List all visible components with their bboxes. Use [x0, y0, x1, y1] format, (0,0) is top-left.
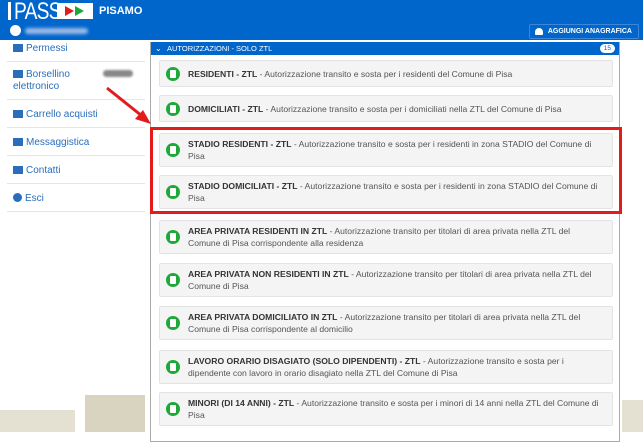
sidebar-item-borsellino[interactable]: Borsellino elettronico: [7, 62, 145, 100]
document-icon: [166, 185, 180, 199]
panel-title: AUTORIZZAZIONI - SOLO ZTL: [167, 44, 273, 53]
sidebar-item-label: Borsellino elettronico: [13, 69, 70, 92]
sidebar-item-messaggistica[interactable]: Messaggistica: [7, 128, 145, 156]
authorization-item[interactable]: STADIO RESIDENTI - ZTL - Autorizzazione …: [159, 133, 613, 167]
document-icon: [166, 402, 180, 416]
logo-flag-icon: [57, 3, 93, 19]
sidebar-item-esci[interactable]: Esci: [7, 184, 145, 212]
authorization-item[interactable]: RESIDENTI - ZTL - Autorizzazione transit…: [159, 60, 613, 87]
item-text: LAVORO ORARIO DISAGIATO (SOLO DIPENDENTI…: [188, 355, 602, 379]
authorization-item[interactable]: AREA PRIVATA DOMICILIATO IN ZTL - Autori…: [159, 306, 613, 340]
authorizations-panel: ⌄ AUTORIZZAZIONI - SOLO ZTL 15 RESIDENTI -…: [150, 42, 620, 442]
item-title: AREA PRIVATA DOMICILIATO IN ZTL: [188, 312, 338, 322]
power-icon: [13, 193, 22, 202]
sidebar-item-label: Permessi: [26, 43, 68, 54]
cart-icon: [13, 110, 23, 118]
item-title: STADIO DOMICILIATI - ZTL: [188, 181, 298, 191]
user-bar: AGGIUNGI ANAGRAFICA: [7, 23, 643, 40]
item-text: RESIDENTI - ZTL - Autorizzazione transit…: [188, 68, 512, 80]
authorization-item[interactable]: LAVORO ORARIO DISAGIATO (SOLO DIPENDENTI…: [159, 350, 613, 384]
item-description: - Autorizzazione transito e sosta per i …: [188, 398, 599, 420]
authorization-item[interactable]: AREA PRIVATA RESIDENTI IN ZTL - Autorizz…: [159, 220, 613, 254]
sidebar-item-permessi[interactable]: Permessi: [7, 40, 145, 62]
document-icon: [166, 143, 180, 157]
item-description: - Autorizzazione transito e sosta per i …: [263, 103, 562, 114]
document-icon: [166, 273, 180, 287]
item-text: AREA PRIVATA RESIDENTI IN ZTL - Autorizz…: [188, 225, 602, 249]
app-name: PISAMO: [99, 5, 143, 17]
logo: PASS: [14, 0, 61, 25]
background-illustration: [622, 400, 643, 432]
envelope-icon: [13, 166, 23, 174]
item-text: AREA PRIVATA NON RESIDENTI IN ZTL - Auto…: [188, 268, 602, 292]
user-icon: [10, 25, 21, 36]
count-badge: 15: [599, 44, 615, 53]
logo-bar: [8, 2, 11, 20]
sidebar-item-carrello[interactable]: Carrello acquisti: [7, 100, 145, 128]
item-description: - Autorizzazione transito e sosta per i …: [188, 181, 598, 203]
wallet-icon: [13, 70, 23, 78]
sidebar: Permessi Borsellino elettronico Carrello…: [7, 40, 145, 212]
item-description: - Autorizzazione transito per titolari d…: [188, 269, 592, 291]
document-icon: [166, 101, 180, 116]
panel-header[interactable]: ⌄ AUTORIZZAZIONI - SOLO ZTL 15: [151, 42, 619, 55]
sidebar-item-label: Carrello acquisti: [26, 109, 98, 120]
item-title: LAVORO ORARIO DISAGIATO (SOLO DIPENDENTI…: [188, 356, 421, 366]
balance-badge-blurred: [103, 70, 133, 77]
top-bar: PASS PISAMO AGGIUNGI ANAGRAFICA: [0, 0, 643, 40]
item-title: RESIDENTI - ZTL: [188, 68, 258, 79]
item-title: AREA PRIVATA RESIDENTI IN ZTL: [188, 226, 328, 236]
background-illustration: [85, 395, 145, 432]
document-icon: [166, 360, 180, 374]
item-title: MINORI (DI 14 ANNI) - ZTL: [188, 398, 295, 408]
item-text: STADIO DOMICILIATI - ZTL - Autorizzazion…: [188, 180, 602, 204]
chevron-down-icon: ⌄: [155, 44, 162, 53]
highlight-box: [150, 127, 622, 214]
item-text: DOMICILIATI - ZTL - Autorizzazione trans…: [188, 103, 561, 115]
document-icon: [166, 316, 180, 330]
sidebar-item-label: Contatti: [26, 165, 61, 176]
authorization-item[interactable]: MINORI (DI 14 ANNI) - ZTL - Autorizzazio…: [159, 392, 613, 426]
item-description: - Autorizzazione transito e sosta per i …: [257, 68, 513, 79]
authorization-item[interactable]: DOMICILIATI - ZTL - Autorizzazione trans…: [159, 95, 613, 122]
user-name-blurred: [25, 28, 88, 34]
sidebar-item-contatti[interactable]: Contatti: [7, 156, 145, 184]
item-title: STADIO RESIDENTI - ZTL: [188, 139, 292, 149]
item-description: - Autorizzazione transito per titolari d…: [188, 226, 571, 248]
folder-open-icon: [13, 44, 23, 52]
item-description: - Autorizzazione transito e sosta per i …: [188, 139, 592, 161]
item-description: - Autorizzazione transito e sosta per i …: [188, 356, 564, 378]
authorization-item[interactable]: STADIO DOMICILIATI - ZTL - Autorizzazion…: [159, 175, 613, 209]
authorization-item[interactable]: AREA PRIVATA NON RESIDENTI IN ZTL - Auto…: [159, 263, 613, 297]
item-text: STADIO RESIDENTI - ZTL - Autorizzazione …: [188, 138, 602, 162]
item-text: AREA PRIVATA DOMICILIATO IN ZTL - Autori…: [188, 311, 602, 335]
background-illustration: [0, 410, 75, 432]
sidebar-item-label: Esci: [25, 193, 44, 204]
add-anagrafica-button[interactable]: AGGIUNGI ANAGRAFICA: [528, 24, 639, 39]
item-title: DOMICILIATI - ZTL: [188, 103, 264, 114]
item-text: MINORI (DI 14 ANNI) - ZTL - Autorizzazio…: [188, 397, 602, 421]
document-icon: [166, 66, 180, 81]
item-title: AREA PRIVATA NON RESIDENTI IN ZTL: [188, 269, 349, 279]
item-description: - Autorizzazione transito per titolari d…: [188, 312, 581, 334]
sidebar-item-label: Messaggistica: [26, 137, 90, 148]
reply-all-icon: [13, 138, 23, 146]
document-icon: [166, 230, 180, 244]
